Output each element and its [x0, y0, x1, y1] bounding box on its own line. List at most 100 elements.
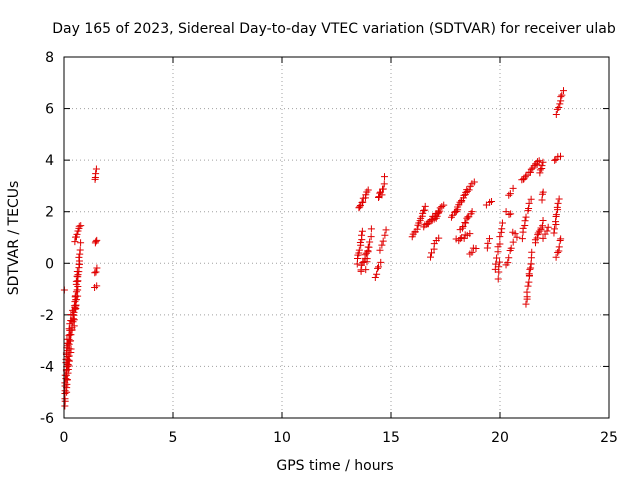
data-point — [377, 258, 385, 266]
data-points — [60, 87, 567, 410]
data-point — [371, 273, 379, 281]
data-point — [365, 243, 373, 251]
data-point — [355, 246, 363, 254]
data-point — [536, 169, 544, 177]
data-point — [522, 173, 530, 181]
data-point — [527, 195, 535, 203]
data-point — [433, 212, 441, 220]
data-point — [555, 243, 563, 251]
data-point — [496, 258, 504, 266]
data-point — [519, 224, 527, 232]
data-point — [375, 193, 383, 201]
data-point — [73, 230, 81, 238]
data-point — [488, 197, 496, 205]
data-point — [538, 196, 546, 204]
data-point — [531, 236, 539, 244]
data-point — [505, 254, 513, 262]
data-point — [557, 235, 565, 243]
data-point — [458, 224, 466, 232]
data-point — [558, 91, 566, 99]
data-point — [77, 239, 85, 247]
data-point — [523, 288, 531, 296]
data-point — [435, 209, 443, 217]
data-point — [525, 271, 533, 279]
data-point — [64, 360, 72, 368]
y-tick-label: -2 — [40, 308, 54, 324]
data-point — [493, 254, 501, 262]
data-point — [544, 223, 552, 231]
data-point — [427, 253, 435, 261]
data-point — [435, 234, 443, 242]
data-point — [557, 93, 565, 101]
data-point — [378, 191, 386, 199]
data-point — [356, 203, 364, 211]
grid-lines — [64, 57, 609, 418]
data-point — [92, 170, 100, 178]
data-point — [364, 186, 372, 194]
data-point — [70, 311, 78, 319]
data-point — [436, 207, 444, 215]
data-point — [495, 263, 503, 271]
data-point — [513, 233, 521, 241]
data-point — [533, 234, 541, 242]
data-point — [496, 240, 504, 248]
data-point — [459, 223, 467, 231]
x-tick-label: 0 — [60, 430, 69, 446]
data-point — [504, 259, 512, 267]
data-point — [380, 180, 388, 188]
data-point — [502, 208, 510, 216]
data-point — [528, 248, 536, 256]
data-point — [555, 103, 563, 111]
data-point — [552, 110, 560, 118]
data-point — [525, 204, 533, 212]
data-point — [378, 241, 386, 249]
data-point — [538, 162, 546, 170]
data-point — [505, 191, 513, 199]
data-point — [93, 264, 101, 272]
data-point — [77, 222, 85, 230]
data-point — [462, 219, 470, 227]
y-tick-label: 6 — [45, 102, 54, 118]
data-point — [560, 87, 567, 95]
data-point — [359, 198, 367, 206]
data-point — [72, 288, 80, 296]
data-point — [93, 236, 101, 244]
data-point — [73, 286, 81, 294]
data-point — [506, 190, 514, 198]
data-point — [373, 270, 381, 278]
data-point — [485, 235, 493, 243]
data-point — [92, 268, 100, 276]
data-point — [554, 248, 562, 256]
data-point — [526, 265, 534, 273]
data-point — [556, 100, 564, 108]
data-point — [518, 235, 526, 243]
y-axis-label: SDTVAR / TECUs — [6, 181, 22, 296]
data-point — [509, 184, 517, 192]
data-point — [70, 322, 78, 330]
chart-title: Day 165 of 2023, Sidereal Day-to-day VTE… — [52, 21, 616, 37]
data-point — [553, 203, 561, 211]
data-point — [421, 206, 429, 214]
data-point — [534, 158, 542, 166]
data-point — [535, 157, 543, 165]
data-point — [466, 230, 474, 238]
data-point — [76, 246, 84, 254]
data-point — [472, 245, 480, 253]
data-point — [449, 211, 457, 219]
data-point — [358, 227, 366, 235]
data-point — [375, 263, 383, 271]
x-tick-label: 15 — [382, 430, 400, 446]
data-point — [440, 201, 448, 209]
x-tick-label: 25 — [600, 430, 618, 446]
data-point — [511, 230, 519, 238]
data-point — [71, 238, 79, 246]
data-point — [91, 269, 99, 277]
data-point — [498, 225, 506, 233]
data-point — [92, 165, 100, 173]
data-point — [507, 210, 515, 218]
data-point — [468, 248, 476, 256]
data-point — [539, 234, 547, 242]
data-point — [63, 376, 71, 384]
data-point — [525, 278, 533, 286]
